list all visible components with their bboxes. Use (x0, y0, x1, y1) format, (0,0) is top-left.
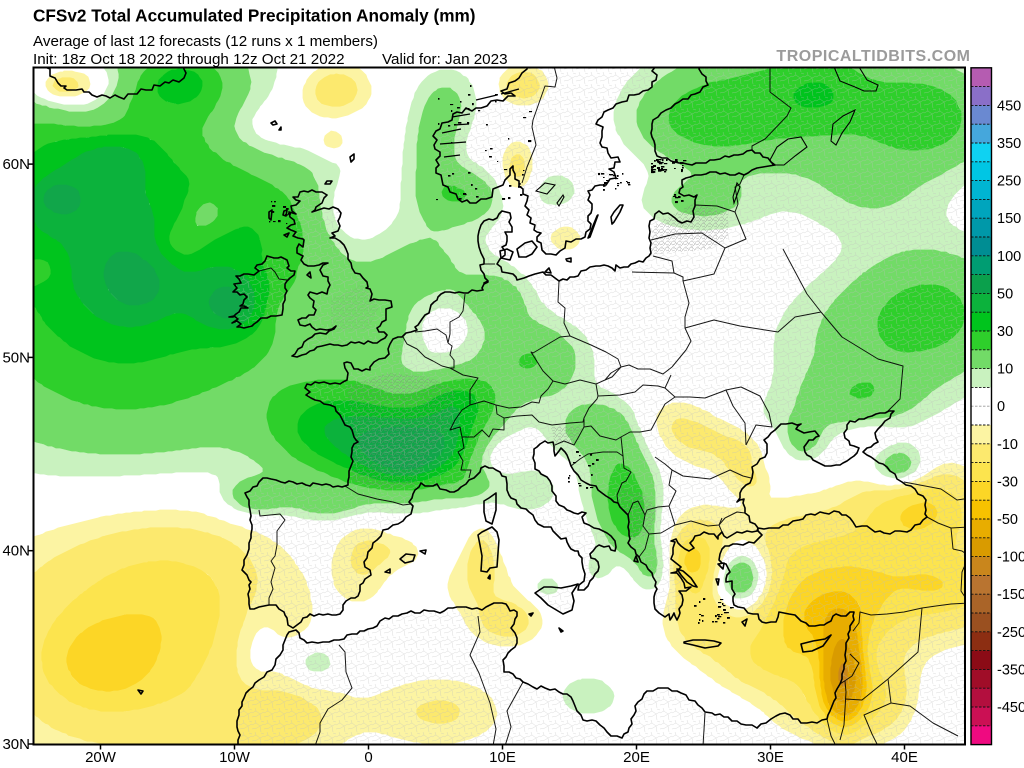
svg-text:-450: -450 (997, 700, 1024, 716)
svg-text:30N: 30N (2, 736, 30, 753)
svg-text:-350: -350 (997, 662, 1024, 678)
svg-text:50: 50 (997, 286, 1013, 302)
svg-text:30E: 30E (757, 749, 784, 763)
svg-text:CFSv2 Total Accumulated Precip: CFSv2 Total Accumulated Precipitation An… (33, 6, 476, 26)
svg-text:-150: -150 (997, 587, 1024, 603)
svg-text:50N: 50N (2, 349, 30, 366)
svg-text:10E: 10E (489, 749, 516, 763)
svg-text:0: 0 (997, 399, 1005, 415)
svg-text:-100: -100 (997, 550, 1024, 566)
svg-text:Average of last 12 forecasts (: Average of last 12 forecasts (12 runs x … (33, 33, 378, 50)
svg-text:30: 30 (997, 324, 1013, 340)
svg-text:Valid for: Jan 2023: Valid for: Jan 2023 (382, 51, 508, 68)
svg-text:250: 250 (997, 174, 1021, 190)
svg-text:100: 100 (997, 249, 1021, 265)
svg-text:Init: 18z Oct 18 2022 through: Init: 18z Oct 18 2022 through 12z Oct 21… (33, 51, 345, 68)
svg-text:-50: -50 (997, 512, 1018, 528)
svg-text:-30: -30 (997, 474, 1018, 490)
svg-text:TROPICALTIDBITS.COM: TROPICALTIDBITS.COM (776, 48, 970, 65)
svg-text:10W: 10W (219, 749, 251, 763)
svg-text:150: 150 (997, 211, 1021, 227)
svg-text:350: 350 (997, 136, 1021, 152)
svg-text:450: 450 (997, 98, 1021, 114)
svg-text:10: 10 (997, 362, 1013, 378)
svg-text:40E: 40E (891, 749, 918, 763)
svg-text:-250: -250 (997, 625, 1024, 641)
svg-text:20W: 20W (85, 749, 117, 763)
svg-text:0: 0 (364, 749, 372, 763)
svg-text:20E: 20E (623, 749, 650, 763)
svg-text:60N: 60N (2, 156, 30, 173)
svg-text:40N: 40N (2, 543, 30, 560)
svg-text:-10: -10 (997, 437, 1018, 453)
